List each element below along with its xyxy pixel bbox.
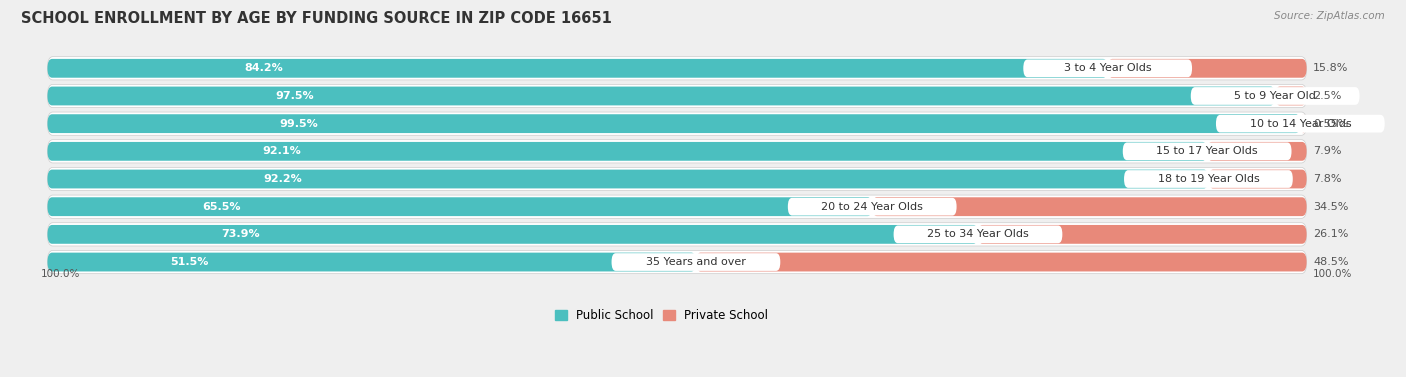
FancyBboxPatch shape — [894, 225, 1063, 243]
FancyBboxPatch shape — [48, 170, 1208, 188]
FancyBboxPatch shape — [612, 253, 780, 271]
Text: 48.5%: 48.5% — [1313, 257, 1348, 267]
Text: 7.8%: 7.8% — [1313, 174, 1341, 184]
FancyBboxPatch shape — [48, 195, 1306, 218]
Text: 34.5%: 34.5% — [1313, 202, 1348, 212]
FancyBboxPatch shape — [48, 112, 1306, 135]
Text: 97.5%: 97.5% — [276, 91, 314, 101]
Text: 25 to 34 Year Olds: 25 to 34 Year Olds — [927, 229, 1029, 239]
FancyBboxPatch shape — [979, 225, 1306, 244]
FancyBboxPatch shape — [48, 167, 1306, 191]
FancyBboxPatch shape — [1123, 143, 1292, 160]
FancyBboxPatch shape — [872, 197, 1306, 216]
FancyBboxPatch shape — [48, 140, 1306, 163]
Text: 65.5%: 65.5% — [202, 202, 240, 212]
Text: 15 to 17 Year Olds: 15 to 17 Year Olds — [1156, 146, 1258, 156]
Text: 84.2%: 84.2% — [245, 63, 284, 73]
FancyBboxPatch shape — [48, 57, 1306, 80]
Text: SCHOOL ENROLLMENT BY AGE BY FUNDING SOURCE IN ZIP CODE 16651: SCHOOL ENROLLMENT BY AGE BY FUNDING SOUR… — [21, 11, 612, 26]
FancyBboxPatch shape — [1108, 59, 1306, 78]
Text: 10 to 14 Year Olds: 10 to 14 Year Olds — [1250, 119, 1351, 129]
FancyBboxPatch shape — [48, 84, 1306, 107]
Text: 73.9%: 73.9% — [221, 229, 260, 239]
FancyBboxPatch shape — [48, 197, 872, 216]
FancyBboxPatch shape — [1024, 60, 1192, 77]
FancyBboxPatch shape — [1208, 142, 1306, 161]
FancyBboxPatch shape — [48, 114, 1301, 133]
FancyBboxPatch shape — [1191, 87, 1360, 105]
Text: 100.0%: 100.0% — [41, 269, 80, 279]
Legend: Public School, Private School: Public School, Private School — [550, 304, 773, 326]
Text: 2.5%: 2.5% — [1313, 91, 1341, 101]
FancyBboxPatch shape — [48, 59, 1108, 78]
FancyBboxPatch shape — [1208, 170, 1306, 188]
FancyBboxPatch shape — [48, 87, 1275, 106]
Text: 26.1%: 26.1% — [1313, 229, 1348, 239]
Text: 7.9%: 7.9% — [1313, 146, 1341, 156]
Text: 51.5%: 51.5% — [170, 257, 209, 267]
Text: 3 to 4 Year Olds: 3 to 4 Year Olds — [1064, 63, 1152, 73]
FancyBboxPatch shape — [48, 142, 1208, 161]
Text: 35 Years and over: 35 Years and over — [645, 257, 745, 267]
Text: 92.2%: 92.2% — [263, 174, 302, 184]
Text: 0.55%: 0.55% — [1313, 119, 1348, 129]
Text: 99.5%: 99.5% — [280, 119, 318, 129]
FancyBboxPatch shape — [48, 253, 696, 271]
Text: 20 to 24 Year Olds: 20 to 24 Year Olds — [821, 202, 924, 212]
Text: Source: ZipAtlas.com: Source: ZipAtlas.com — [1274, 11, 1385, 21]
FancyBboxPatch shape — [1275, 87, 1306, 106]
FancyBboxPatch shape — [48, 225, 979, 244]
FancyBboxPatch shape — [48, 223, 1306, 246]
FancyBboxPatch shape — [787, 198, 956, 216]
Text: 100.0%: 100.0% — [1313, 269, 1353, 279]
Text: 18 to 19 Year Olds: 18 to 19 Year Olds — [1157, 174, 1260, 184]
FancyBboxPatch shape — [1216, 115, 1385, 132]
FancyBboxPatch shape — [48, 250, 1306, 274]
Text: 15.8%: 15.8% — [1313, 63, 1348, 73]
Text: 92.1%: 92.1% — [263, 146, 301, 156]
FancyBboxPatch shape — [696, 253, 1306, 271]
FancyBboxPatch shape — [1301, 114, 1306, 133]
Text: 5 to 9 Year Old: 5 to 9 Year Old — [1234, 91, 1316, 101]
FancyBboxPatch shape — [1123, 170, 1292, 188]
